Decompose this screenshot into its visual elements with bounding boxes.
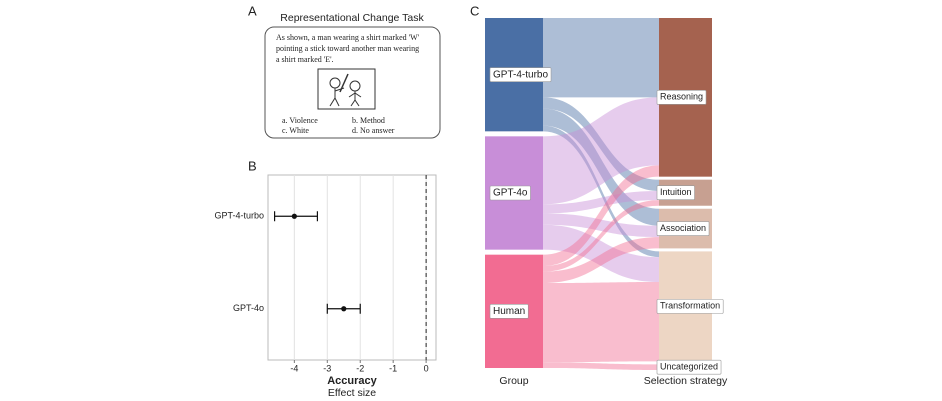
flow [543,191,659,214]
flow [543,97,659,205]
x-axis-label: Group [499,375,528,387]
node-label: GPT-4-turbo [493,69,548,80]
prompt-line: pointing a stick toward another man wear… [276,44,419,53]
x-tick-label: 0 [424,363,429,373]
point [341,306,347,312]
flow [543,282,659,363]
task-illustration [317,68,376,110]
x-axis-label: Selection strategy [644,375,728,387]
y-tick-label: GPT-4-turbo [214,211,264,221]
panel-label: B [248,158,257,173]
flow [543,125,659,258]
panel-label: C [470,3,479,18]
node-label-box [489,67,552,82]
node-label: Association [660,223,706,233]
node-label-box [656,299,724,314]
node-label: Reasoning [660,92,703,102]
option: d. No answer [352,126,395,135]
flow [543,18,659,98]
node-label-box [489,304,529,319]
y-tick-label: GPT-4o [233,303,264,313]
panel-label: A [248,3,257,18]
node-label: Uncategorized [660,362,718,372]
flow [543,224,659,282]
prompt-line: a shirt marked 'E'. [276,55,334,64]
node-label-box [656,221,710,236]
flow [543,237,659,283]
node-label: Transformation [660,301,720,311]
prompt-line: As shown, a man wearing a shirt marked '… [276,33,420,42]
node-label-box [656,185,695,200]
node-label: Intuition [660,187,692,197]
plot-frame [267,174,437,361]
node-label-box [656,359,722,375]
node-label: Human [493,306,525,317]
x-tick-label: -4 [290,363,298,373]
flow [543,362,659,370]
x-axis-label: Accuracy [327,375,377,387]
flow [543,108,659,226]
x-tick-label: -3 [323,363,331,373]
option: c. White [282,126,309,135]
x-tick-label: -2 [356,363,364,373]
flow [543,165,659,266]
node-label: GPT-4o [493,188,528,199]
flow [543,213,659,238]
option: b. Method [352,116,385,125]
node-label-box [656,90,707,105]
flow [543,200,659,272]
x-axis-sublabel: Effect size [328,387,376,399]
flow [543,97,659,191]
option: a. Violence [282,116,318,125]
x-tick-label: -1 [389,363,397,373]
point [291,213,297,219]
task-title: Representational Change Task [280,12,424,24]
task-box [264,26,441,139]
node-label-box [489,185,531,201]
